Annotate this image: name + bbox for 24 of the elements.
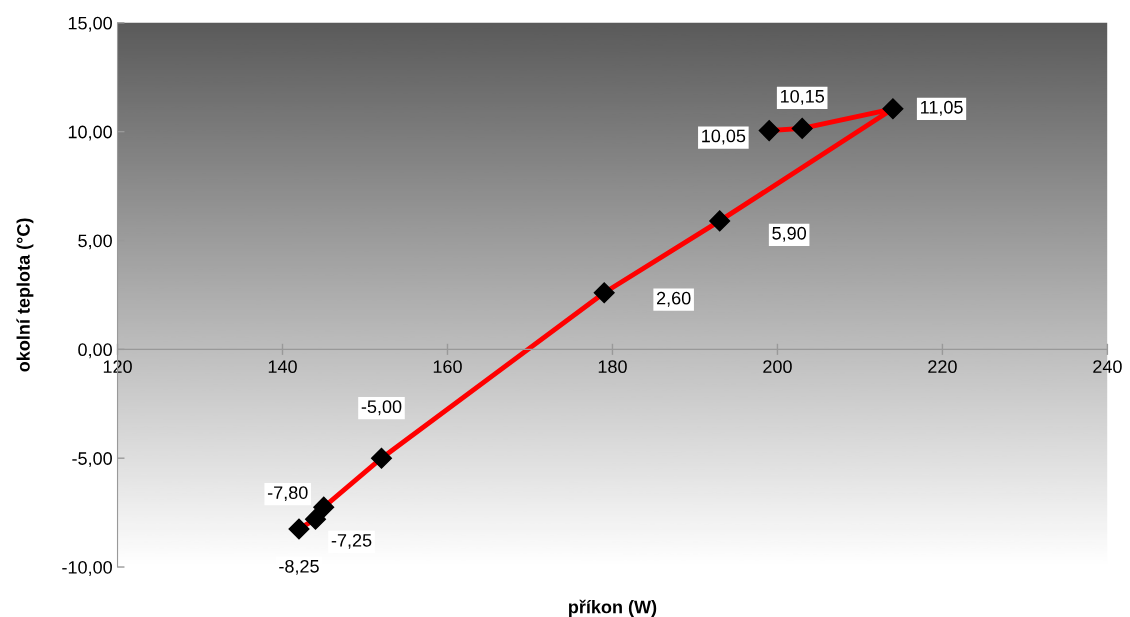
x-tick-label: 200 [763, 360, 792, 374]
x-tick-label: 180 [598, 360, 627, 374]
x-tick-label: 220 [928, 360, 957, 374]
y-tick-label: -10,00 [62, 560, 112, 576]
text: -5,00 [361, 400, 402, 416]
text: -7,25 [331, 533, 372, 549]
text: 2,60 [656, 291, 691, 307]
y-axis-title: okolní teplota (°C) [16, 218, 34, 372]
text: -8,25 [279, 559, 319, 575]
y-tick-label: 15,00 [68, 16, 112, 32]
y-tick-label: 0,00 [78, 343, 112, 359]
x-tick-label: 160 [433, 360, 462, 374]
text: -7,80 [267, 486, 308, 502]
x-axis-title: příkon (W) [569, 599, 657, 617]
x-tick-label: 120 [103, 360, 132, 374]
y-tick-label: -5,00 [72, 452, 112, 468]
text: 10,05 [702, 129, 746, 145]
text: 11,05 [920, 100, 963, 116]
x-tick-label: 240 [1093, 360, 1122, 374]
text: 10,15 [780, 89, 825, 105]
text: 5,90 [772, 226, 807, 242]
x-tick-label: 140 [268, 360, 297, 374]
y-tick-label: 10,00 [68, 125, 112, 141]
y-tick-label: 5,00 [78, 234, 112, 250]
